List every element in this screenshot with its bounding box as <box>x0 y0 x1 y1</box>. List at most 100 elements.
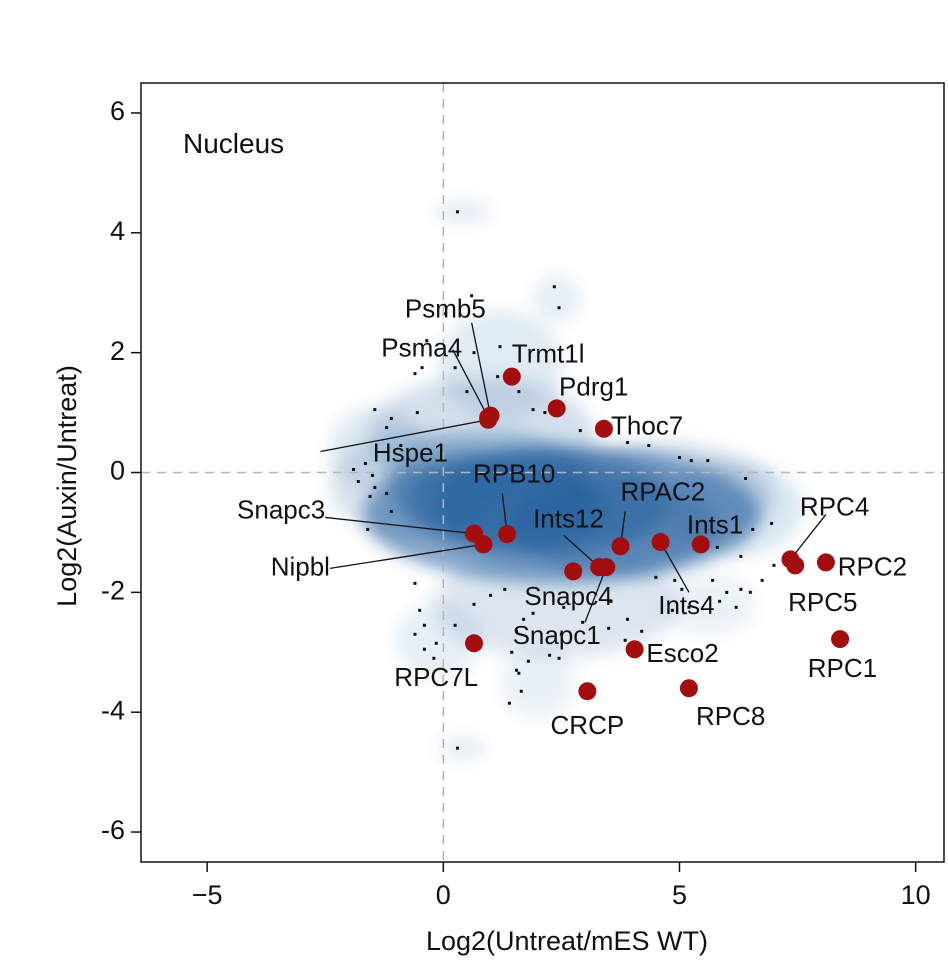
background-point-79 <box>734 605 738 609</box>
label-snapc3: Snapc3 <box>237 494 325 524</box>
background-point-18 <box>415 411 419 415</box>
background-point-61 <box>522 617 526 621</box>
background-point-83 <box>489 593 493 597</box>
density-blob-16 <box>499 646 576 719</box>
background-point-40 <box>715 545 719 549</box>
label-rpc8: RPC8 <box>696 701 765 731</box>
background-point-9 <box>413 372 417 376</box>
x-tick-label-2: 5 <box>672 880 687 910</box>
background-point-13 <box>543 411 547 415</box>
background-point-78 <box>507 701 511 705</box>
background-point-53 <box>626 617 630 621</box>
background-point-21 <box>626 441 630 445</box>
label-leader-lines <box>320 322 827 623</box>
y-axis-label: Log2(Auxin/Untreat) <box>52 365 82 607</box>
label-ints12: Ints12 <box>533 503 604 533</box>
label-rpc5: RPC5 <box>788 587 857 617</box>
background-point-23 <box>677 456 681 460</box>
point-rpc2 <box>816 553 835 572</box>
leader-snapc1 <box>584 566 607 623</box>
label-psma4: Psma4 <box>381 333 462 363</box>
background-point-69 <box>422 647 426 651</box>
point-rpc7l <box>465 634 484 653</box>
background-point-55 <box>562 605 566 609</box>
y-tick-label-4: -2 <box>101 575 125 605</box>
background-point-71 <box>432 656 436 660</box>
background-point-64 <box>640 629 644 633</box>
point-ints4 <box>651 533 670 552</box>
background-point-50 <box>670 608 674 612</box>
background-point-27 <box>352 468 356 472</box>
background-point-41 <box>760 578 764 582</box>
label-nipbl: Nipbl <box>271 551 330 581</box>
background-point-48 <box>673 578 677 582</box>
background-point-84 <box>503 587 507 591</box>
leader-psmb5 <box>471 322 492 416</box>
label-rpac2: RPAC2 <box>620 476 705 506</box>
point-thoc7 <box>594 419 613 438</box>
label-rpc4: RPC4 <box>800 491 869 521</box>
background-points <box>352 210 776 750</box>
background-point-42 <box>739 587 743 591</box>
background-point-67 <box>422 623 426 627</box>
background-point-51 <box>687 605 691 609</box>
background-point-54 <box>607 626 611 630</box>
background-point-1 <box>470 294 474 298</box>
background-point-57 <box>559 632 563 636</box>
point-trmt1l <box>502 367 521 386</box>
background-point-60 <box>531 611 535 615</box>
y-tick-label-1: 4 <box>110 216 125 246</box>
background-point-8 <box>420 366 424 370</box>
background-point-44 <box>711 578 715 582</box>
label-psmb5: Psmb5 <box>405 294 486 324</box>
label-esco2: Esco2 <box>646 638 718 668</box>
background-point-28 <box>363 462 367 466</box>
background-point-25 <box>706 459 710 463</box>
background-point-31 <box>373 485 377 489</box>
x-tick-label-1: 0 <box>436 880 451 910</box>
background-point-26 <box>744 476 748 480</box>
background-point-52 <box>609 599 613 603</box>
reference-lines <box>141 83 944 862</box>
background-point-7 <box>425 339 429 343</box>
background-point-0 <box>455 210 459 214</box>
background-point-35 <box>366 527 370 531</box>
density-blob-8 <box>433 550 680 659</box>
point-rpc5 <box>786 556 805 575</box>
background-point-82 <box>472 602 476 606</box>
background-point-6 <box>472 351 476 355</box>
background-point-49 <box>680 587 684 591</box>
background-point-43 <box>725 590 729 594</box>
background-point-70 <box>434 641 438 645</box>
y-tick-label-5: -4 <box>101 695 125 725</box>
point-pdrg1 <box>547 399 566 418</box>
background-point-17 <box>385 426 389 430</box>
background-point-34 <box>389 509 393 513</box>
point-rpb10 <box>498 525 517 544</box>
label-ints4: Ints4 <box>658 590 714 620</box>
leader-psma4 <box>452 349 489 418</box>
panel-label: Nucleus <box>183 128 284 159</box>
background-point-10 <box>453 366 457 370</box>
density-blob-17 <box>660 574 756 635</box>
density-cloud <box>329 199 803 761</box>
x-tick-label-3: 10 <box>901 880 931 910</box>
label-snapc1: Snapc1 <box>513 620 601 650</box>
background-point-4 <box>444 312 448 316</box>
density-blob-10 <box>670 460 803 557</box>
label-trmt1l: Trmt1l <box>512 339 585 369</box>
leader-ints4 <box>660 541 690 593</box>
background-point-39 <box>739 554 743 558</box>
background-point-81 <box>455 746 459 750</box>
background-point-59 <box>557 656 561 660</box>
axes: −5 0 5 10 6 4 2 0 -2 -4 -6 <box>101 82 945 910</box>
label-hspe1: Hspe1 <box>373 437 448 467</box>
background-point-33 <box>385 491 389 495</box>
background-point-30 <box>356 479 360 483</box>
leader-nipbl <box>329 543 484 570</box>
x-axis-label: Log2(Untreat/mES WT) <box>426 926 708 956</box>
highlighted-points <box>465 367 850 701</box>
background-point-75 <box>515 668 519 672</box>
label-ints1: Ints1 <box>687 509 743 539</box>
